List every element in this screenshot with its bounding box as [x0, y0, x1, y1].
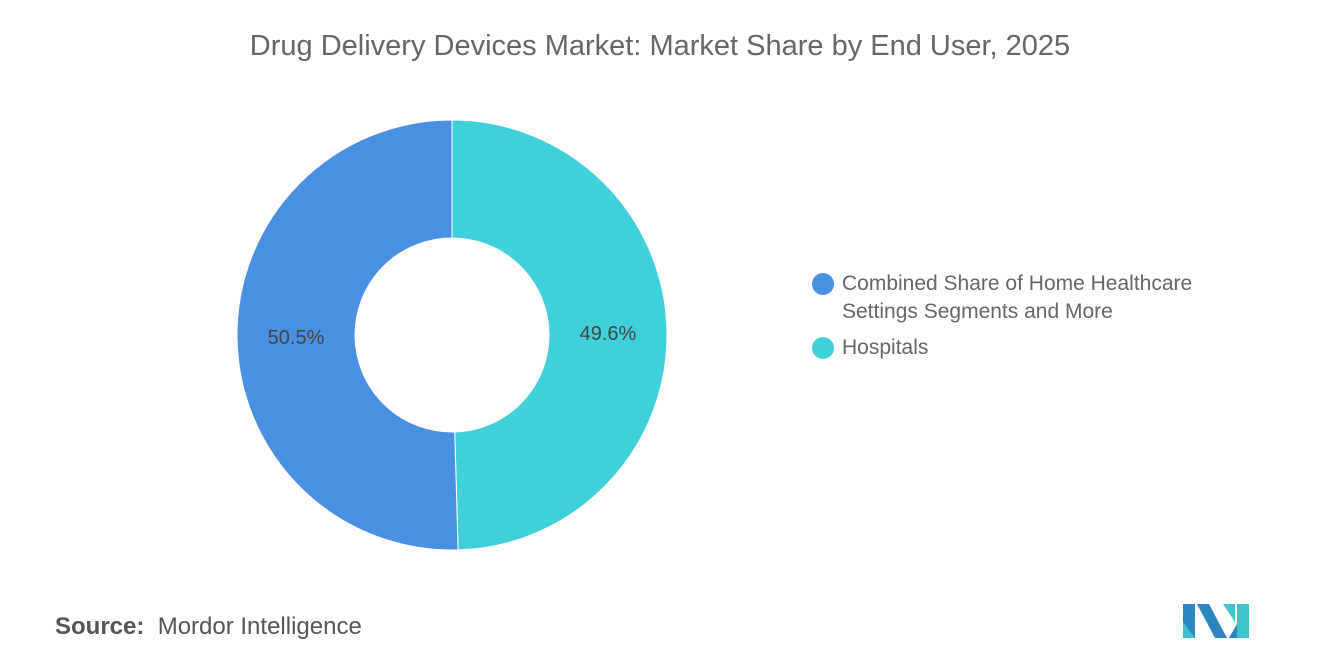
- source-value: Mordor Intelligence: [157, 613, 362, 640]
- chart-title: Drug Delivery Devices Market: Market Sha…: [249, 30, 1071, 62]
- source-note: Source: Mordor Intelligence: [55, 613, 362, 641]
- data-label: 50.5%: [268, 327, 325, 349]
- legend-swatch: [812, 273, 834, 295]
- donut-slice[interactable]: [236, 119, 459, 551]
- legend-item-home-healthcare[interactable]: Combined Share of Home Healthcare Settin…: [812, 270, 1232, 326]
- legend-label: Combined Share of Home Healthcare Settin…: [842, 272, 1193, 323]
- data-label: 49.6%: [580, 323, 637, 345]
- source-label: Source:: [55, 613, 145, 640]
- mordor-logo: [1183, 604, 1249, 638]
- legend-swatch: [812, 337, 834, 359]
- legend-label: Hospitals: [842, 336, 929, 359]
- legend: Combined Share of Home Healthcare Settin…: [812, 270, 1232, 370]
- legend-item-hospitals[interactable]: Hospitals: [812, 334, 1232, 362]
- donut-slice[interactable]: [451, 119, 668, 551]
